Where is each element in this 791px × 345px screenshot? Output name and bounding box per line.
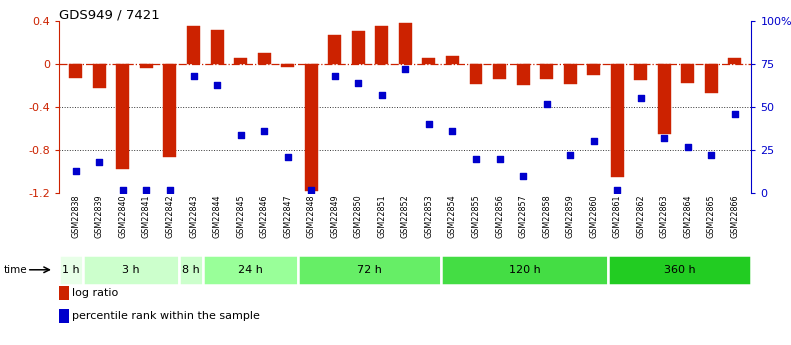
Bar <box>587 64 600 75</box>
Bar <box>681 64 694 83</box>
Bar <box>611 64 624 177</box>
Bar <box>282 64 294 67</box>
Bar <box>376 26 388 64</box>
Text: log ratio: log ratio <box>72 288 118 298</box>
Text: 1 h: 1 h <box>62 265 80 275</box>
Text: 8 h: 8 h <box>182 265 199 275</box>
Bar <box>164 64 176 157</box>
Bar <box>202 255 298 285</box>
Point <box>70 168 82 174</box>
Point <box>446 128 459 134</box>
Bar <box>328 35 341 64</box>
Point <box>422 121 435 127</box>
Bar <box>298 255 441 285</box>
Point <box>258 128 271 134</box>
Bar <box>634 64 647 80</box>
Point <box>658 135 671 141</box>
Point <box>470 156 483 161</box>
Bar <box>470 64 483 84</box>
Bar <box>234 58 247 64</box>
Point <box>682 144 694 149</box>
Bar <box>210 30 224 64</box>
Bar <box>352 31 365 64</box>
Bar <box>399 23 412 64</box>
Point <box>517 173 529 179</box>
Bar <box>608 255 751 285</box>
Point <box>210 82 223 87</box>
Point <box>494 156 506 161</box>
Text: 360 h: 360 h <box>664 265 695 275</box>
Point <box>116 187 129 193</box>
Bar <box>564 64 577 84</box>
Bar <box>93 64 106 88</box>
Bar <box>422 58 435 64</box>
Bar <box>59 255 83 285</box>
Point <box>540 101 553 106</box>
Point <box>352 80 365 86</box>
Point <box>729 111 741 117</box>
Bar <box>493 64 506 79</box>
Bar <box>729 58 741 64</box>
Point <box>328 73 341 79</box>
Bar <box>517 64 529 86</box>
Text: 3 h: 3 h <box>122 265 140 275</box>
Point <box>305 187 317 193</box>
Point <box>234 132 247 137</box>
Point <box>399 66 412 72</box>
Point <box>93 159 106 165</box>
Point <box>376 92 388 98</box>
Bar <box>116 64 130 169</box>
Text: time: time <box>4 265 28 275</box>
Bar <box>658 64 671 134</box>
Bar <box>705 64 718 93</box>
Bar <box>305 64 318 191</box>
Bar <box>441 255 608 285</box>
Text: 24 h: 24 h <box>238 265 263 275</box>
Point <box>282 154 294 160</box>
Point <box>140 187 153 193</box>
Bar <box>70 64 82 78</box>
Point <box>164 187 176 193</box>
Bar <box>540 64 553 79</box>
Bar <box>258 53 271 64</box>
Point <box>187 73 200 79</box>
Point <box>634 96 647 101</box>
Text: 120 h: 120 h <box>509 265 540 275</box>
Bar <box>187 26 200 64</box>
Text: percentile rank within the sample: percentile rank within the sample <box>72 311 260 321</box>
Bar <box>179 255 202 285</box>
Bar <box>446 56 459 64</box>
Point <box>564 152 577 158</box>
Bar <box>140 64 153 68</box>
Text: GDS949 / 7421: GDS949 / 7421 <box>59 9 160 22</box>
Text: 72 h: 72 h <box>358 265 382 275</box>
Point <box>588 139 600 144</box>
Bar <box>83 255 179 285</box>
Point <box>705 152 717 158</box>
Point <box>611 187 623 193</box>
